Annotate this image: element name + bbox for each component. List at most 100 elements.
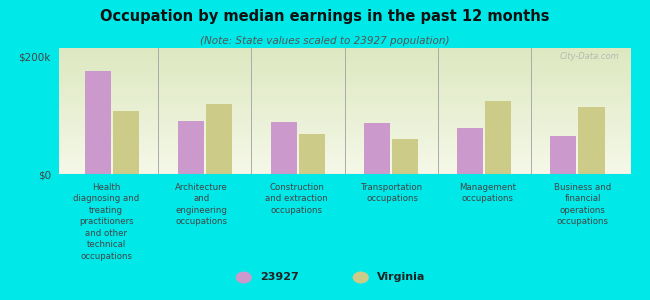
Bar	[58, 167, 630, 168]
Bar	[393, 139, 419, 174]
Text: Transportation
occupations: Transportation occupations	[361, 183, 423, 203]
Text: (Note: State values scaled to 23927 population): (Note: State values scaled to 23927 popu…	[200, 36, 450, 46]
Bar	[58, 107, 630, 109]
Bar	[58, 94, 630, 96]
Bar	[363, 123, 389, 174]
Bar	[58, 91, 630, 92]
Bar	[58, 134, 630, 135]
Bar	[58, 148, 630, 149]
Bar	[58, 130, 630, 131]
Bar	[58, 132, 630, 134]
Bar	[58, 142, 630, 144]
Bar	[58, 172, 630, 173]
Bar	[58, 72, 630, 73]
Bar	[58, 146, 630, 148]
Text: Business and
financial
operations
occupations: Business and financial operations occupa…	[554, 183, 612, 226]
Bar	[58, 124, 630, 125]
Bar	[58, 106, 630, 107]
Bar	[84, 71, 110, 174]
Bar	[58, 63, 630, 64]
Bar	[550, 136, 576, 174]
Bar	[58, 115, 630, 116]
Bar	[58, 164, 630, 165]
Bar	[58, 109, 630, 110]
Bar	[58, 161, 630, 163]
Bar	[58, 113, 630, 115]
Bar	[456, 128, 483, 174]
Bar	[58, 69, 630, 71]
Bar	[58, 73, 630, 74]
Text: Management
occupations: Management occupations	[459, 183, 516, 203]
Text: Occupation by median earnings in the past 12 months: Occupation by median earnings in the pas…	[100, 9, 550, 24]
Bar	[58, 62, 630, 63]
Bar	[578, 106, 604, 174]
Bar	[58, 117, 630, 119]
Bar	[58, 67, 630, 68]
Bar	[206, 104, 233, 174]
Bar	[58, 50, 630, 52]
Bar	[58, 111, 630, 112]
Ellipse shape	[352, 272, 369, 284]
Bar	[58, 158, 630, 159]
Text: 23927: 23927	[260, 272, 299, 283]
Bar	[58, 139, 630, 140]
Bar	[58, 110, 630, 111]
Ellipse shape	[235, 272, 252, 284]
Bar	[58, 153, 630, 154]
Bar	[58, 53, 630, 54]
Bar	[58, 48, 630, 49]
Bar	[58, 163, 630, 164]
Bar	[486, 101, 512, 174]
Bar	[300, 134, 326, 174]
Bar	[58, 173, 630, 174]
Bar	[58, 57, 630, 58]
Bar	[58, 137, 630, 139]
Bar	[58, 78, 630, 80]
Bar	[58, 90, 630, 91]
Text: City-Data.com: City-Data.com	[559, 52, 619, 61]
Bar	[58, 71, 630, 72]
Text: Virginia: Virginia	[377, 272, 425, 283]
Bar	[58, 76, 630, 77]
Bar	[58, 141, 630, 142]
Bar	[58, 105, 630, 106]
Bar	[58, 61, 630, 62]
Bar	[58, 156, 630, 158]
Bar	[58, 83, 630, 85]
Bar	[58, 77, 630, 78]
Bar	[177, 121, 203, 174]
Bar	[58, 112, 630, 113]
Bar	[58, 102, 630, 104]
Bar	[58, 59, 630, 61]
Bar	[58, 128, 630, 129]
Bar	[58, 145, 630, 146]
Bar	[58, 81, 630, 82]
Text: Construction
and extraction
occupations: Construction and extraction occupations	[265, 183, 328, 215]
Bar	[58, 116, 630, 117]
Bar	[58, 96, 630, 97]
Bar	[58, 154, 630, 155]
Bar	[58, 74, 630, 76]
Text: Health
diagnosing and
treating
practitioners
and other
technical
occupations: Health diagnosing and treating practitio…	[73, 183, 139, 261]
Bar	[58, 140, 630, 141]
Bar	[58, 92, 630, 93]
Bar	[113, 111, 139, 174]
Bar	[270, 122, 296, 174]
Bar	[58, 82, 630, 83]
Bar	[58, 125, 630, 126]
Bar	[58, 103, 630, 105]
Text: Architecture
and
engineering
occupations: Architecture and engineering occupations	[175, 183, 228, 226]
Bar	[58, 66, 630, 67]
Bar	[58, 151, 630, 153]
Bar	[58, 120, 630, 121]
Bar	[58, 101, 630, 102]
Bar	[58, 121, 630, 122]
Bar	[58, 54, 630, 56]
Bar	[58, 52, 630, 53]
Bar	[58, 88, 630, 90]
Bar	[58, 129, 630, 130]
Bar	[58, 149, 630, 150]
Bar	[58, 168, 630, 169]
Bar	[58, 150, 630, 151]
Bar	[58, 136, 630, 137]
